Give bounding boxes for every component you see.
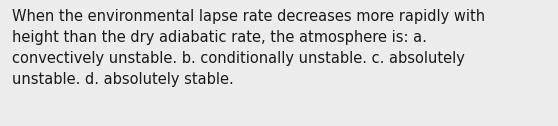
Text: When the environmental lapse rate decreases more rapidly with
height than the dr: When the environmental lapse rate decrea… [12,9,485,87]
